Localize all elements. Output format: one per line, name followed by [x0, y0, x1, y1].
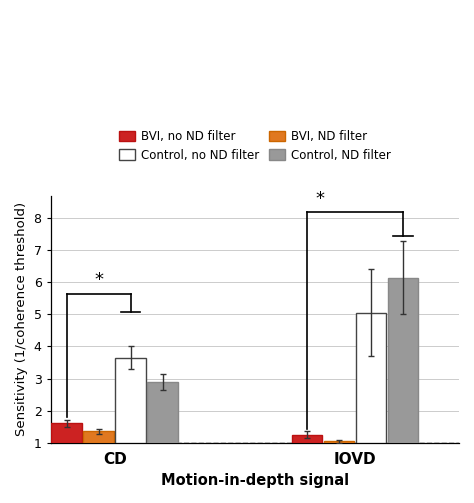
X-axis label: Motion-in-depth signal: Motion-in-depth signal	[161, 473, 349, 488]
Bar	[388, 278, 418, 443]
Y-axis label: Sensitivity (1/coherence threshold): Sensitivity (1/coherence threshold)	[15, 202, 28, 436]
Bar	[356, 313, 386, 443]
Bar	[83, 432, 114, 443]
Bar	[51, 424, 82, 443]
Bar	[147, 382, 178, 443]
Bar	[292, 435, 322, 443]
Bar	[324, 441, 354, 443]
Bar	[116, 358, 146, 443]
Legend: BVI, no ND filter, Control, no ND filter, BVI, ND filter, Control, ND filter: BVI, no ND filter, Control, no ND filter…	[116, 127, 393, 164]
Text: *: *	[315, 190, 324, 208]
Text: *: *	[94, 272, 103, 289]
